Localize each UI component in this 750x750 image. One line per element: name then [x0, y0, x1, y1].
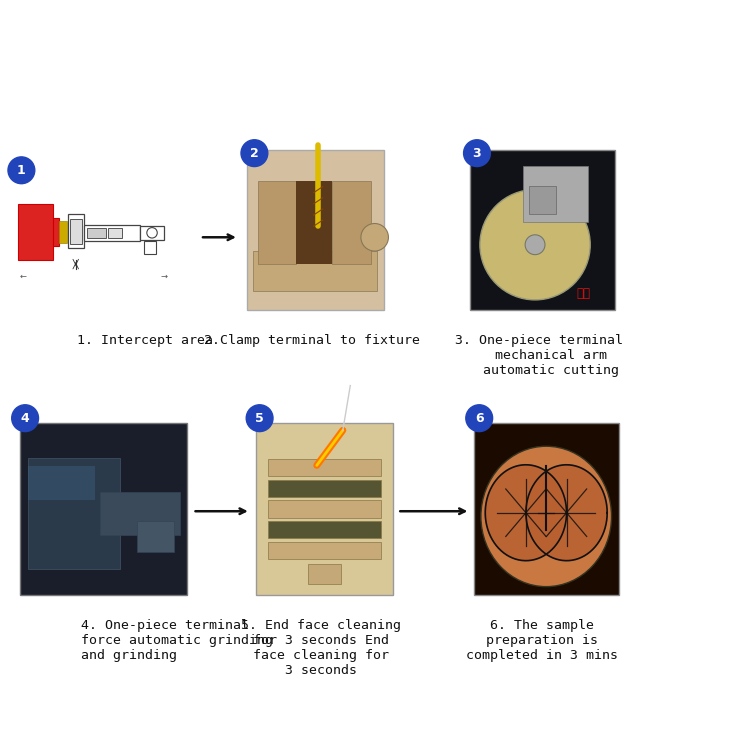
Bar [20, 424, 187, 595]
Text: 2: 2 [250, 147, 259, 160]
Text: 正确: 正确 [576, 287, 590, 300]
Bar [140, 226, 164, 239]
Bar [268, 459, 381, 476]
Circle shape [8, 157, 34, 184]
Bar [109, 228, 122, 238]
Circle shape [480, 190, 590, 300]
Bar [53, 218, 59, 246]
Circle shape [466, 405, 493, 431]
Text: 5. End face cleaning
for 3 seconds End
face cleaning for
3 seconds: 5. End face cleaning for 3 seconds End f… [242, 620, 401, 677]
Text: 4. One-piece terminal
force automatic grinding
and grinding: 4. One-piece terminal force automatic gr… [81, 620, 273, 662]
Bar [254, 251, 377, 291]
Bar [268, 480, 381, 497]
Text: 5: 5 [255, 412, 264, 424]
Bar [18, 204, 53, 260]
Text: 3: 3 [472, 147, 482, 160]
Bar [268, 521, 381, 538]
Bar [523, 166, 588, 223]
Circle shape [147, 227, 158, 238]
Bar [28, 466, 95, 500]
Text: 6. The sample
preparation is
completed in 3 mins: 6. The sample preparation is completed i… [466, 620, 619, 662]
Circle shape [12, 405, 38, 431]
Bar [268, 542, 381, 559]
Bar [87, 228, 106, 238]
Text: 1. Intercept area: 1. Intercept area [77, 334, 213, 347]
Polygon shape [526, 465, 608, 561]
Text: 2.Clamp terminal to fixture: 2.Clamp terminal to fixture [204, 334, 420, 347]
Text: 1: 1 [17, 164, 26, 177]
Bar [296, 181, 332, 264]
Text: 6: 6 [475, 412, 484, 424]
Circle shape [241, 140, 268, 166]
Bar [332, 181, 370, 264]
Bar [268, 500, 381, 517]
Bar [144, 241, 156, 254]
Bar [470, 150, 615, 310]
Bar [257, 181, 296, 264]
Bar [28, 458, 120, 569]
Polygon shape [485, 465, 566, 561]
Text: 3. One-piece terminal
   mechanical arm
   automatic cutting: 3. One-piece terminal mechanical arm aut… [454, 334, 622, 377]
Bar [256, 424, 393, 595]
Bar [68, 214, 84, 248]
Bar [100, 492, 180, 535]
Ellipse shape [481, 446, 611, 586]
Circle shape [361, 224, 388, 251]
Bar [530, 186, 556, 214]
Bar [136, 521, 174, 552]
Circle shape [525, 235, 545, 255]
Text: →: → [160, 272, 167, 280]
Text: ←: ← [20, 272, 26, 280]
Bar [70, 219, 82, 244]
Circle shape [246, 405, 273, 431]
Circle shape [464, 140, 490, 166]
Bar [84, 224, 140, 241]
Bar [308, 564, 341, 584]
Text: 4: 4 [21, 412, 29, 424]
Bar [474, 424, 619, 595]
Bar [247, 150, 384, 310]
Bar [59, 221, 67, 243]
